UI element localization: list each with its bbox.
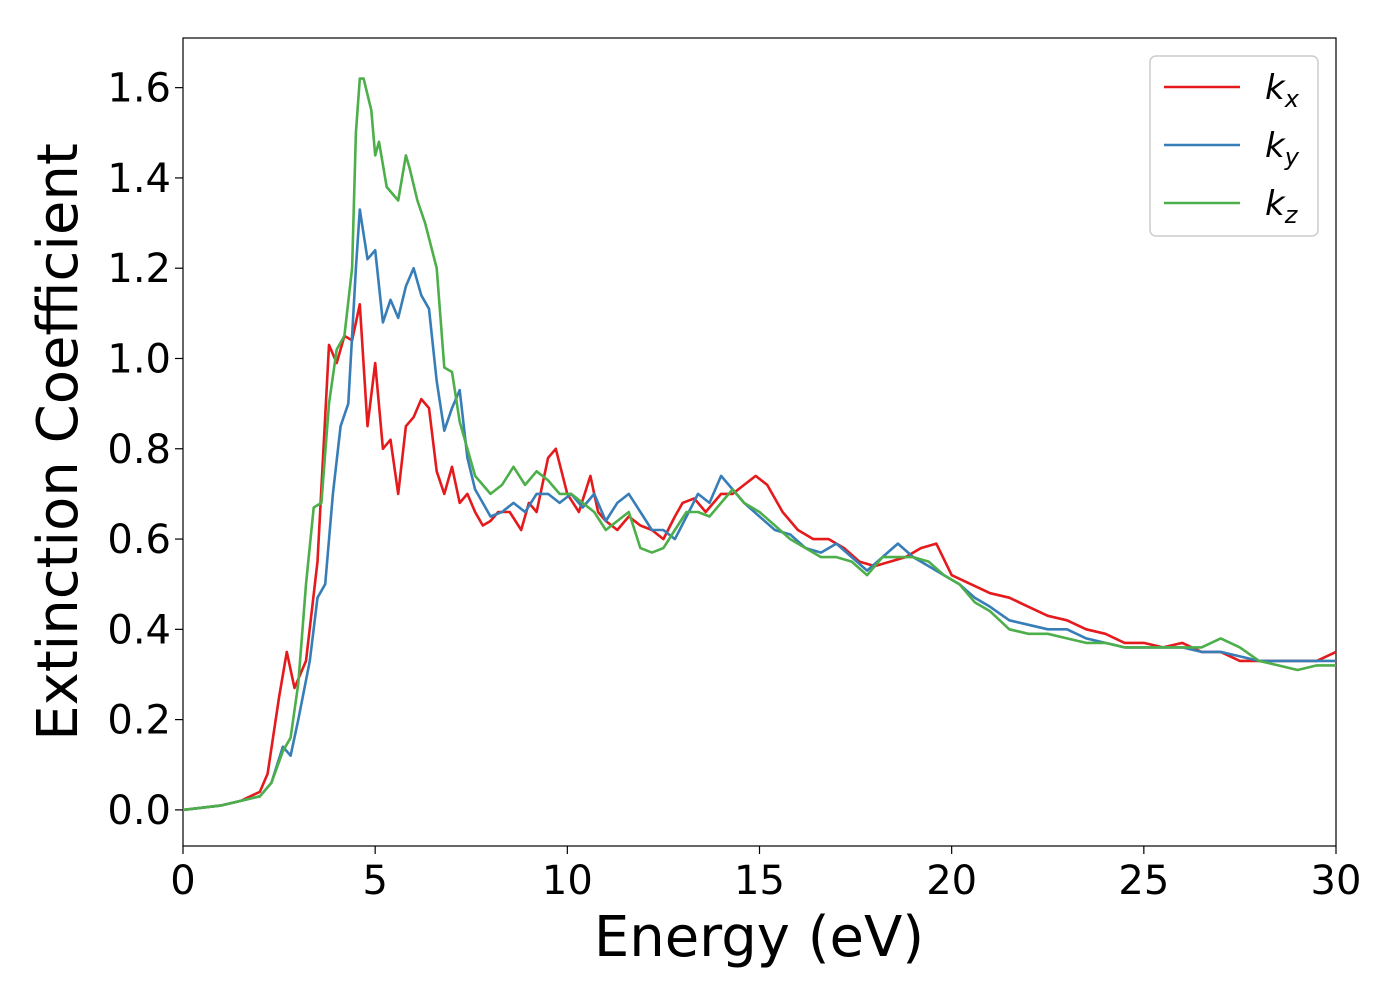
y-tick-label: 1.6	[107, 66, 171, 112]
series-layer	[182, 77, 1337, 812]
x-tick-label: 25	[1118, 858, 1169, 904]
y-tick-label: 1.4	[107, 156, 171, 202]
x-tick-label: 20	[926, 858, 977, 904]
x-axis: 0 5 10 15 20 25 30	[170, 846, 1361, 904]
y-tick-label: 0.4	[107, 607, 171, 653]
legend-label: ky	[1265, 126, 1300, 171]
y-tick-label: 1.2	[107, 246, 171, 292]
y-axis: 0.0 0.2 0.4 0.6 0.8 1.0 1.2 1.4 1.6	[107, 66, 183, 834]
x-tick-label: 5	[362, 858, 387, 904]
x-tick-label: 15	[734, 858, 785, 904]
y-tick-label: 0.8	[107, 427, 171, 473]
x-tick-label: 0	[170, 858, 195, 904]
x-axis-title: Energy (eV)	[594, 905, 924, 970]
y-tick-label: 1.0	[107, 336, 171, 382]
series-line-kz	[182, 77, 1336, 812]
x-tick-label: 30	[1311, 858, 1362, 904]
y-tick-label: 0.2	[107, 698, 171, 744]
series-line-kx	[182, 303, 1337, 812]
series-line-ky	[182, 208, 1336, 812]
plot-area	[182, 37, 1337, 847]
y-tick-label: 0.0	[107, 788, 171, 834]
x-tick-label: 10	[542, 858, 593, 904]
y-axis-title: Extinction Coefficient	[26, 143, 91, 741]
y-tick-label: 0.6	[107, 517, 171, 563]
